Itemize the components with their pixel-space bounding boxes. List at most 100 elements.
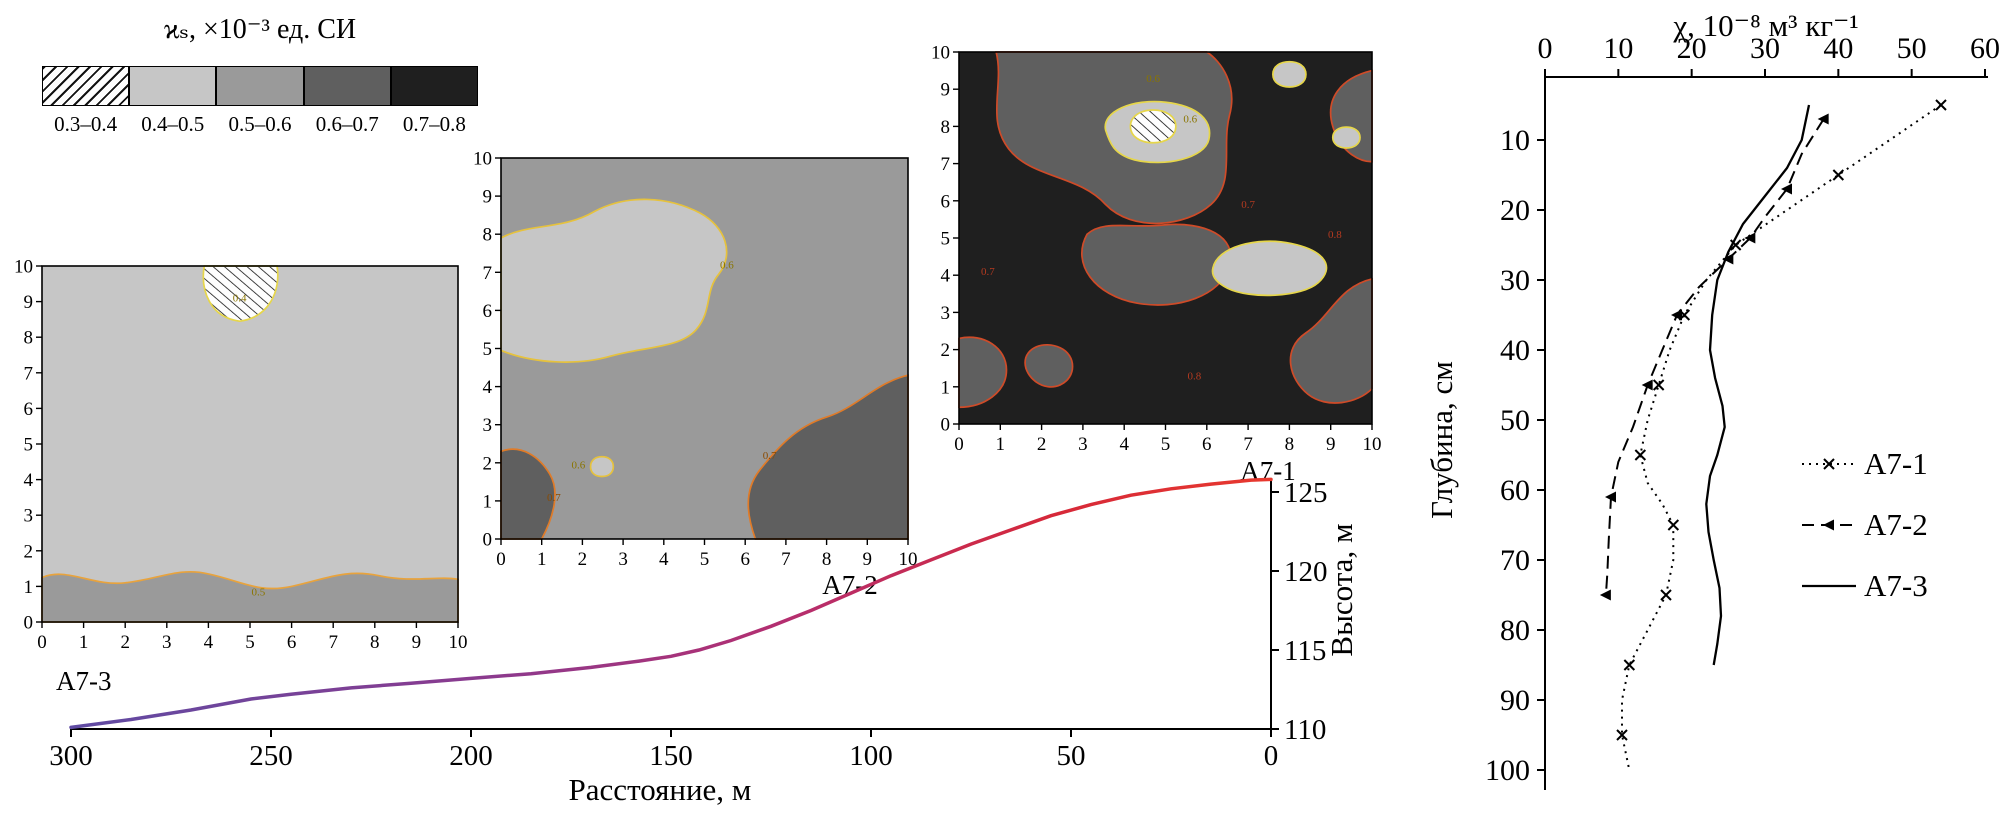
legend-label-a7-3: A7-3 [1864, 568, 1928, 603]
svg-text:7: 7 [941, 154, 951, 175]
svg-text:4: 4 [483, 377, 493, 398]
svg-text:9: 9 [483, 187, 493, 208]
svg-text:40: 40 [1823, 32, 1853, 65]
svg-text:0: 0 [954, 434, 964, 455]
svg-text:10: 10 [1363, 434, 1382, 455]
svg-text:4: 4 [24, 470, 34, 491]
svg-text:0.7: 0.7 [1241, 199, 1255, 211]
elevation-profile-chart: 300 250 200 150 100 50 0 110 115 120 125 Расстояние… [0, 440, 1400, 829]
svg-text:9: 9 [941, 80, 951, 101]
svg-text:3: 3 [24, 506, 34, 527]
svg-text:0.7: 0.7 [547, 492, 561, 504]
svg-text:1: 1 [941, 377, 951, 398]
svg-text:3: 3 [941, 303, 951, 324]
svg-text:250: 250 [249, 740, 293, 772]
svg-text:6: 6 [483, 301, 493, 322]
svg-text:0.7: 0.7 [981, 266, 995, 278]
svg-text:3: 3 [1078, 434, 1088, 455]
colorbar-bin-label-2: 0.4–0.5 [141, 112, 205, 136]
svg-text:Глубина, см: Глубина, см [1424, 361, 1459, 519]
svg-text:7: 7 [24, 363, 34, 384]
svg-text:80: 80 [1500, 614, 1530, 647]
profile-start-label-a7-3: A7-3 [56, 666, 112, 696]
colorbar [42, 66, 479, 106]
svg-text:4: 4 [204, 632, 214, 653]
svg-text:125: 125 [1284, 477, 1328, 509]
svg-text:6: 6 [941, 191, 951, 212]
svg-text:300: 300 [49, 740, 93, 772]
svg-text:2: 2 [483, 453, 493, 474]
svg-text:5: 5 [700, 549, 710, 570]
svg-text:6: 6 [1202, 434, 1212, 455]
svg-text:60: 60 [1500, 474, 1530, 507]
svg-text:0.6: 0.6 [571, 460, 585, 472]
svg-text:8: 8 [941, 117, 951, 138]
svg-text:4: 4 [1119, 434, 1129, 455]
svg-text:8: 8 [822, 549, 832, 570]
svg-text:9: 9 [1326, 434, 1336, 455]
colorbar-swatch-0.6–0.7 [303, 66, 391, 106]
svg-text:100: 100 [849, 740, 893, 772]
svg-text:χ, 10⁻⁸ м³ кг⁻¹: χ, 10⁻⁸ м³ кг⁻¹ [1672, 8, 1858, 43]
svg-text:0.7: 0.7 [763, 450, 777, 462]
svg-text:50: 50 [1500, 404, 1530, 437]
svg-text:10: 10 [1603, 32, 1633, 65]
svg-text:0: 0 [941, 415, 951, 436]
svg-text:0: 0 [1264, 740, 1279, 772]
svg-text:8: 8 [483, 225, 493, 246]
legend-item-a7-1: A7-1 [1800, 448, 1928, 479]
solid-line-sample-icon [1802, 584, 1856, 587]
legend-item-a7-3: A7-3 [1800, 570, 1928, 601]
svg-text:10: 10 [931, 44, 950, 64]
svg-text:0: 0 [1538, 32, 1553, 65]
svg-text:20: 20 [1500, 194, 1530, 227]
svg-text:7: 7 [781, 549, 791, 570]
svg-text:1: 1 [537, 549, 547, 570]
svg-text:30: 30 [1500, 264, 1530, 297]
svg-text:5: 5 [941, 229, 951, 250]
svg-text:0: 0 [24, 613, 34, 634]
svg-text:0.6: 0.6 [720, 259, 734, 271]
svg-text:9: 9 [24, 292, 34, 313]
svg-text:2: 2 [120, 632, 130, 653]
svg-text:120: 120 [1284, 556, 1328, 588]
svg-text:10: 10 [1500, 124, 1530, 157]
svg-text:1: 1 [996, 434, 1006, 455]
svg-text:70: 70 [1500, 544, 1530, 577]
legend-label-a7-2: A7-2 [1864, 507, 1928, 542]
svg-text:4: 4 [941, 266, 951, 287]
colorbar-swatch-0.3–0.4 [42, 66, 130, 106]
svg-text:0.8: 0.8 [1188, 370, 1202, 382]
svg-text:10: 10 [473, 150, 492, 170]
svg-text:60: 60 [1970, 32, 2000, 65]
svg-text:7: 7 [483, 263, 493, 284]
svg-text:30: 30 [1750, 32, 1780, 65]
svg-text:0: 0 [37, 632, 47, 653]
contour-map-a7-3: 0.5 0.4 0 1 2 3 4 5 6 7 8 9 10 0 1 2 3 4 5 6 7 8 9 10 [8, 257, 470, 669]
svg-text:50: 50 [1057, 740, 1086, 772]
susceptibility-depth-chart: 0 10 20 30 40 50 60 10 20 30 40 50 60 70 80 90 100 χ, 10⁻… [1400, 0, 2006, 829]
svg-text:6: 6 [24, 399, 34, 420]
svg-text:Расстояние, м: Расстояние, м [569, 772, 752, 807]
svg-text:3: 3 [618, 549, 628, 570]
svg-text:0.4: 0.4 [233, 293, 247, 305]
svg-text:5: 5 [1161, 434, 1171, 455]
svg-text:5: 5 [24, 435, 34, 456]
colorbar-bin-labels: 0.3–0.4 0.4–0.5 0.5–0.6 0.6–0.7 0.7–0.8 [42, 112, 478, 137]
svg-text:2: 2 [1037, 434, 1047, 455]
contour-map-a7-2: 0.7 0.6 0.6 0.7 0 1 2 3 4 5 6 7 8 9 10 0 1 2 3 4 5 6 7 8 9 10 [467, 149, 920, 586]
svg-text:6: 6 [287, 632, 297, 653]
colorbar-swatch-0.4–0.5 [129, 66, 217, 106]
dashed-triangle-line-sample-icon [1802, 519, 1856, 530]
svg-text:1: 1 [24, 577, 34, 598]
colorbar-swatch-0.7–0.8 [390, 66, 479, 106]
svg-text:5: 5 [483, 339, 493, 360]
svg-text:0.6: 0.6 [1146, 73, 1160, 85]
svg-text:20: 20 [1677, 32, 1707, 65]
colorbar-title: ϰₛ, ×10⁻³ ед. СИ [163, 14, 357, 45]
svg-text:90: 90 [1500, 684, 1530, 717]
colorbar-swatch-0.5–0.6 [216, 66, 304, 106]
svg-text:2: 2 [578, 549, 588, 570]
colorbar-bin-label-4: 0.6–0.7 [315, 112, 379, 136]
svg-text:7: 7 [328, 632, 338, 653]
